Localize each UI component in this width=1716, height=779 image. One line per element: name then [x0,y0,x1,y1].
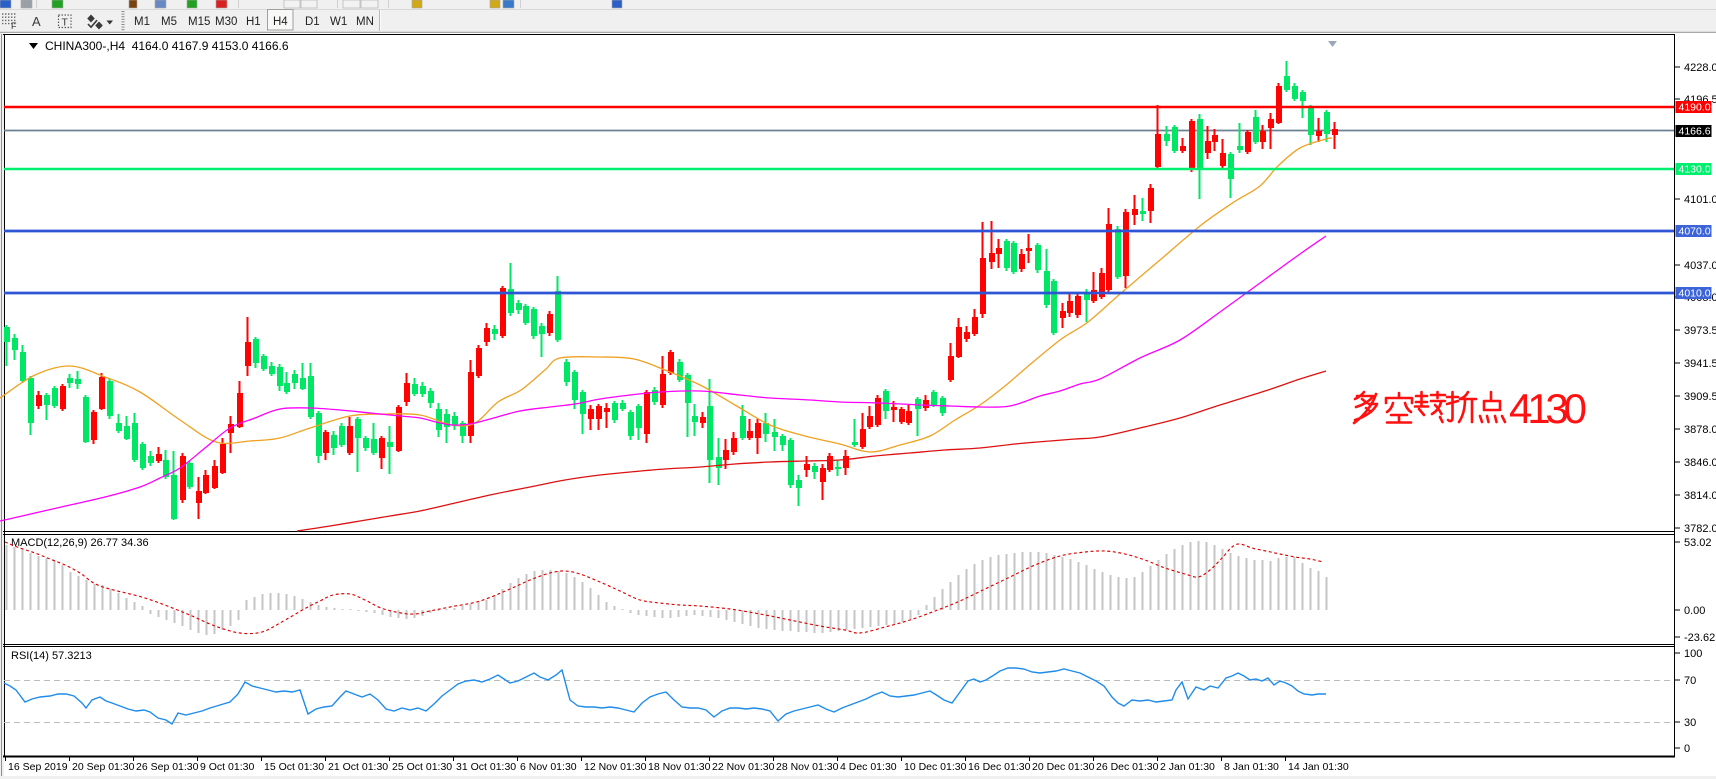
svg-text:RSI(14) 57.3213: RSI(14) 57.3213 [11,650,92,662]
svg-text:4190.0: 4190.0 [1679,102,1711,114]
svg-text:3973.5: 3973.5 [1684,325,1716,337]
svg-text:H4: H4 [273,16,288,28]
svg-text:4010.0: 4010.0 [1679,288,1711,300]
svg-text:MACD(12,26,9) 26.77 34.36: MACD(12,26,9) 26.77 34.36 [11,537,149,549]
svg-text:0: 0 [1684,743,1690,755]
svg-text:12 Nov 01:30: 12 Nov 01:30 [584,761,647,773]
svg-text:3782.0: 3782.0 [1684,523,1716,535]
svg-text:3909.5: 3909.5 [1684,391,1716,403]
svg-text:T: T [62,17,69,29]
svg-text:3846.0: 3846.0 [1684,457,1716,469]
svg-text:53.02: 53.02 [1684,537,1712,549]
svg-text:26 Dec 01:30: 26 Dec 01:30 [1096,761,1159,773]
svg-text:10 Dec 01:30: 10 Dec 01:30 [904,761,967,773]
svg-text:4037.0: 4037.0 [1684,260,1716,272]
svg-text:-23.62: -23.62 [1684,632,1715,644]
svg-text:31 Oct 01:30: 31 Oct 01:30 [456,761,516,773]
svg-text:0.00: 0.00 [1684,605,1705,617]
svg-text:15 Oct 01:30: 15 Oct 01:30 [264,761,324,773]
svg-text:D1: D1 [305,16,320,28]
svg-text:CHINA300-,H4 4164.0 4167.9 41: CHINA300-,H4 4164.0 4167.9 4153.0 4166.6 [45,39,289,53]
svg-text:M5: M5 [161,16,177,28]
svg-text:16 Dec 01:30: 16 Dec 01:30 [968,761,1031,773]
svg-text:16 Sep 2019: 16 Sep 2019 [8,761,68,773]
svg-text:M1: M1 [134,16,150,28]
svg-text:70: 70 [1684,675,1696,687]
svg-text:14 Jan 01:30: 14 Jan 01:30 [1288,761,1349,773]
svg-text:M30: M30 [215,16,237,28]
svg-text:2 Jan 01:30: 2 Jan 01:30 [1160,761,1215,773]
svg-text:22 Nov 01:30: 22 Nov 01:30 [712,761,775,773]
svg-text:4 Dec 01:30: 4 Dec 01:30 [840,761,897,773]
svg-text:4130.0: 4130.0 [1679,164,1711,176]
svg-text:20 Dec 01:30: 20 Dec 01:30 [1032,761,1095,773]
svg-text:F: F [11,21,17,31]
svg-text:25 Oct 01:30: 25 Oct 01:30 [392,761,452,773]
svg-text:H1: H1 [246,16,261,28]
svg-text:18 Nov 01:30: 18 Nov 01:30 [648,761,711,773]
svg-text:4130: 4130 [1509,385,1587,432]
svg-text:3814.0: 3814.0 [1684,490,1716,502]
svg-text:4101.0: 4101.0 [1684,194,1716,206]
svg-text:3878.0: 3878.0 [1684,424,1716,436]
svg-text:M15: M15 [188,16,210,28]
svg-text:MN: MN [356,16,374,28]
svg-text:6 Nov 01:30: 6 Nov 01:30 [520,761,577,773]
svg-text:W1: W1 [330,16,347,28]
svg-text:100: 100 [1684,648,1702,660]
svg-text:4070.0: 4070.0 [1679,226,1711,238]
svg-text:4166.6: 4166.6 [1679,126,1711,138]
svg-text:9 Oct 01:30: 9 Oct 01:30 [200,761,254,773]
svg-text:30: 30 [1684,717,1696,729]
svg-text:28 Nov 01:30: 28 Nov 01:30 [776,761,839,773]
svg-text:3941.5: 3941.5 [1684,358,1716,370]
svg-text:21 Oct 01:30: 21 Oct 01:30 [328,761,388,773]
svg-text:A: A [32,14,41,29]
svg-text:20 Sep 01:30: 20 Sep 01:30 [72,761,135,773]
svg-text:26 Sep 01:30: 26 Sep 01:30 [136,761,199,773]
svg-text:8 Jan 01:30: 8 Jan 01:30 [1224,761,1279,773]
svg-text:4228.0: 4228.0 [1684,62,1716,74]
